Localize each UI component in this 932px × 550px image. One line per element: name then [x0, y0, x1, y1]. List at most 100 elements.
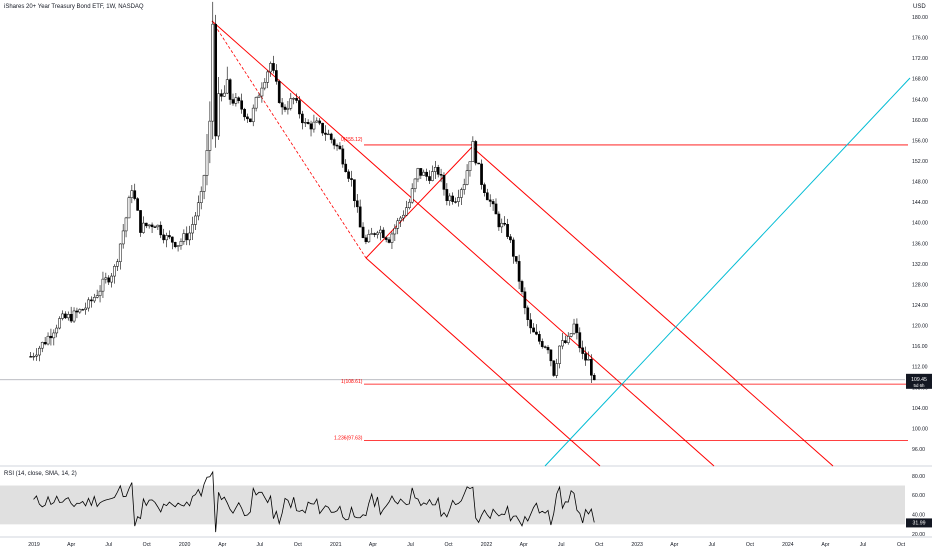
candle	[587, 358, 590, 361]
candle	[124, 217, 128, 232]
rsi-tick-label: 60.00	[912, 493, 925, 499]
candle	[55, 327, 59, 334]
candle	[315, 120, 319, 123]
candle	[344, 163, 348, 173]
candle	[425, 171, 428, 177]
candle	[494, 203, 498, 215]
candle	[353, 179, 356, 202]
candle	[153, 226, 157, 228]
candle	[196, 202, 200, 217]
candle	[75, 310, 79, 313]
candle	[274, 70, 278, 82]
rsi-line	[33, 470, 595, 533]
candle	[555, 363, 559, 376]
candle	[188, 232, 191, 241]
time-tick-label: Apr	[369, 542, 377, 548]
price-tick-label: 124.00	[912, 303, 928, 309]
price-tick-label: 116.00	[912, 344, 928, 350]
candle	[329, 133, 333, 140]
candle	[549, 349, 553, 362]
candle	[286, 108, 290, 110]
candle	[237, 97, 241, 101]
candle	[142, 222, 145, 233]
candle	[159, 224, 163, 236]
time-tick-label: Apr	[67, 542, 75, 548]
candle	[29, 356, 33, 358]
candle	[248, 118, 252, 123]
candle	[269, 63, 272, 73]
candle	[436, 167, 440, 175]
time-tick-label: Oct	[746, 542, 755, 548]
price-tick-label: 180.00	[912, 15, 928, 21]
candle	[390, 233, 394, 243]
candle	[283, 106, 287, 110]
candle	[381, 229, 385, 238]
candle	[84, 307, 87, 310]
candle	[405, 207, 408, 216]
time-tick-label: 2023	[631, 542, 643, 548]
candle	[526, 307, 530, 320]
candle	[506, 224, 509, 237]
candle	[552, 360, 556, 376]
candle	[523, 291, 527, 309]
time-tick-label: Oct	[143, 542, 152, 548]
candle	[168, 235, 171, 238]
candle	[358, 206, 362, 228]
candle	[243, 108, 246, 118]
candle	[277, 81, 281, 103]
candle	[457, 197, 460, 202]
candle	[324, 132, 327, 135]
candle	[396, 220, 400, 229]
candle	[379, 229, 382, 234]
rsi-tick-label: 40.00	[912, 513, 925, 519]
candle	[40, 342, 44, 349]
candle	[81, 309, 85, 311]
candle	[384, 237, 388, 240]
price-tick-label: 152.00	[912, 159, 928, 165]
price-badge	[906, 373, 932, 389]
candle	[399, 217, 402, 222]
candle	[321, 122, 324, 134]
candle	[118, 243, 122, 262]
price-tick-label: 160.00	[912, 118, 928, 124]
price-tick-label: 176.00	[912, 36, 928, 42]
time-tick-label: Oct	[595, 542, 604, 548]
candle	[335, 144, 339, 147]
candle	[407, 201, 411, 208]
price-tick-label: 156.00	[912, 138, 928, 144]
price-tick-label: 172.00	[912, 56, 928, 62]
candle	[104, 277, 108, 280]
candle	[410, 188, 414, 203]
price-tick-label: 148.00	[912, 180, 928, 186]
candle	[32, 355, 35, 358]
candle	[303, 121, 307, 124]
candle	[185, 233, 189, 241]
time-tick-label: Jul	[407, 542, 414, 548]
candle	[156, 224, 160, 228]
candle	[529, 319, 533, 329]
chart-labels: 0(155.12) 1(108.61) 1.236(97.63)	[334, 137, 363, 442]
candle	[254, 97, 258, 109]
candle	[361, 226, 365, 238]
time-tick-label: Jul	[558, 542, 565, 548]
candle	[289, 98, 293, 109]
price-tick-label: 164.00	[912, 97, 928, 103]
fib-label-1236: 1.236(97.63)	[334, 436, 363, 442]
candle	[208, 120, 212, 151]
candle	[280, 102, 284, 108]
candle	[364, 237, 368, 243]
time-tick-label: Jul	[860, 542, 867, 548]
candle	[144, 222, 148, 227]
channel-outer-line	[471, 146, 834, 467]
candle	[439, 174, 443, 176]
candle	[46, 335, 50, 345]
candle	[191, 224, 194, 234]
candle	[540, 341, 544, 347]
candle	[459, 189, 463, 198]
price-tick-label: 132.00	[912, 262, 928, 268]
candle	[121, 230, 125, 245]
candle	[442, 175, 446, 190]
candle	[301, 113, 304, 124]
